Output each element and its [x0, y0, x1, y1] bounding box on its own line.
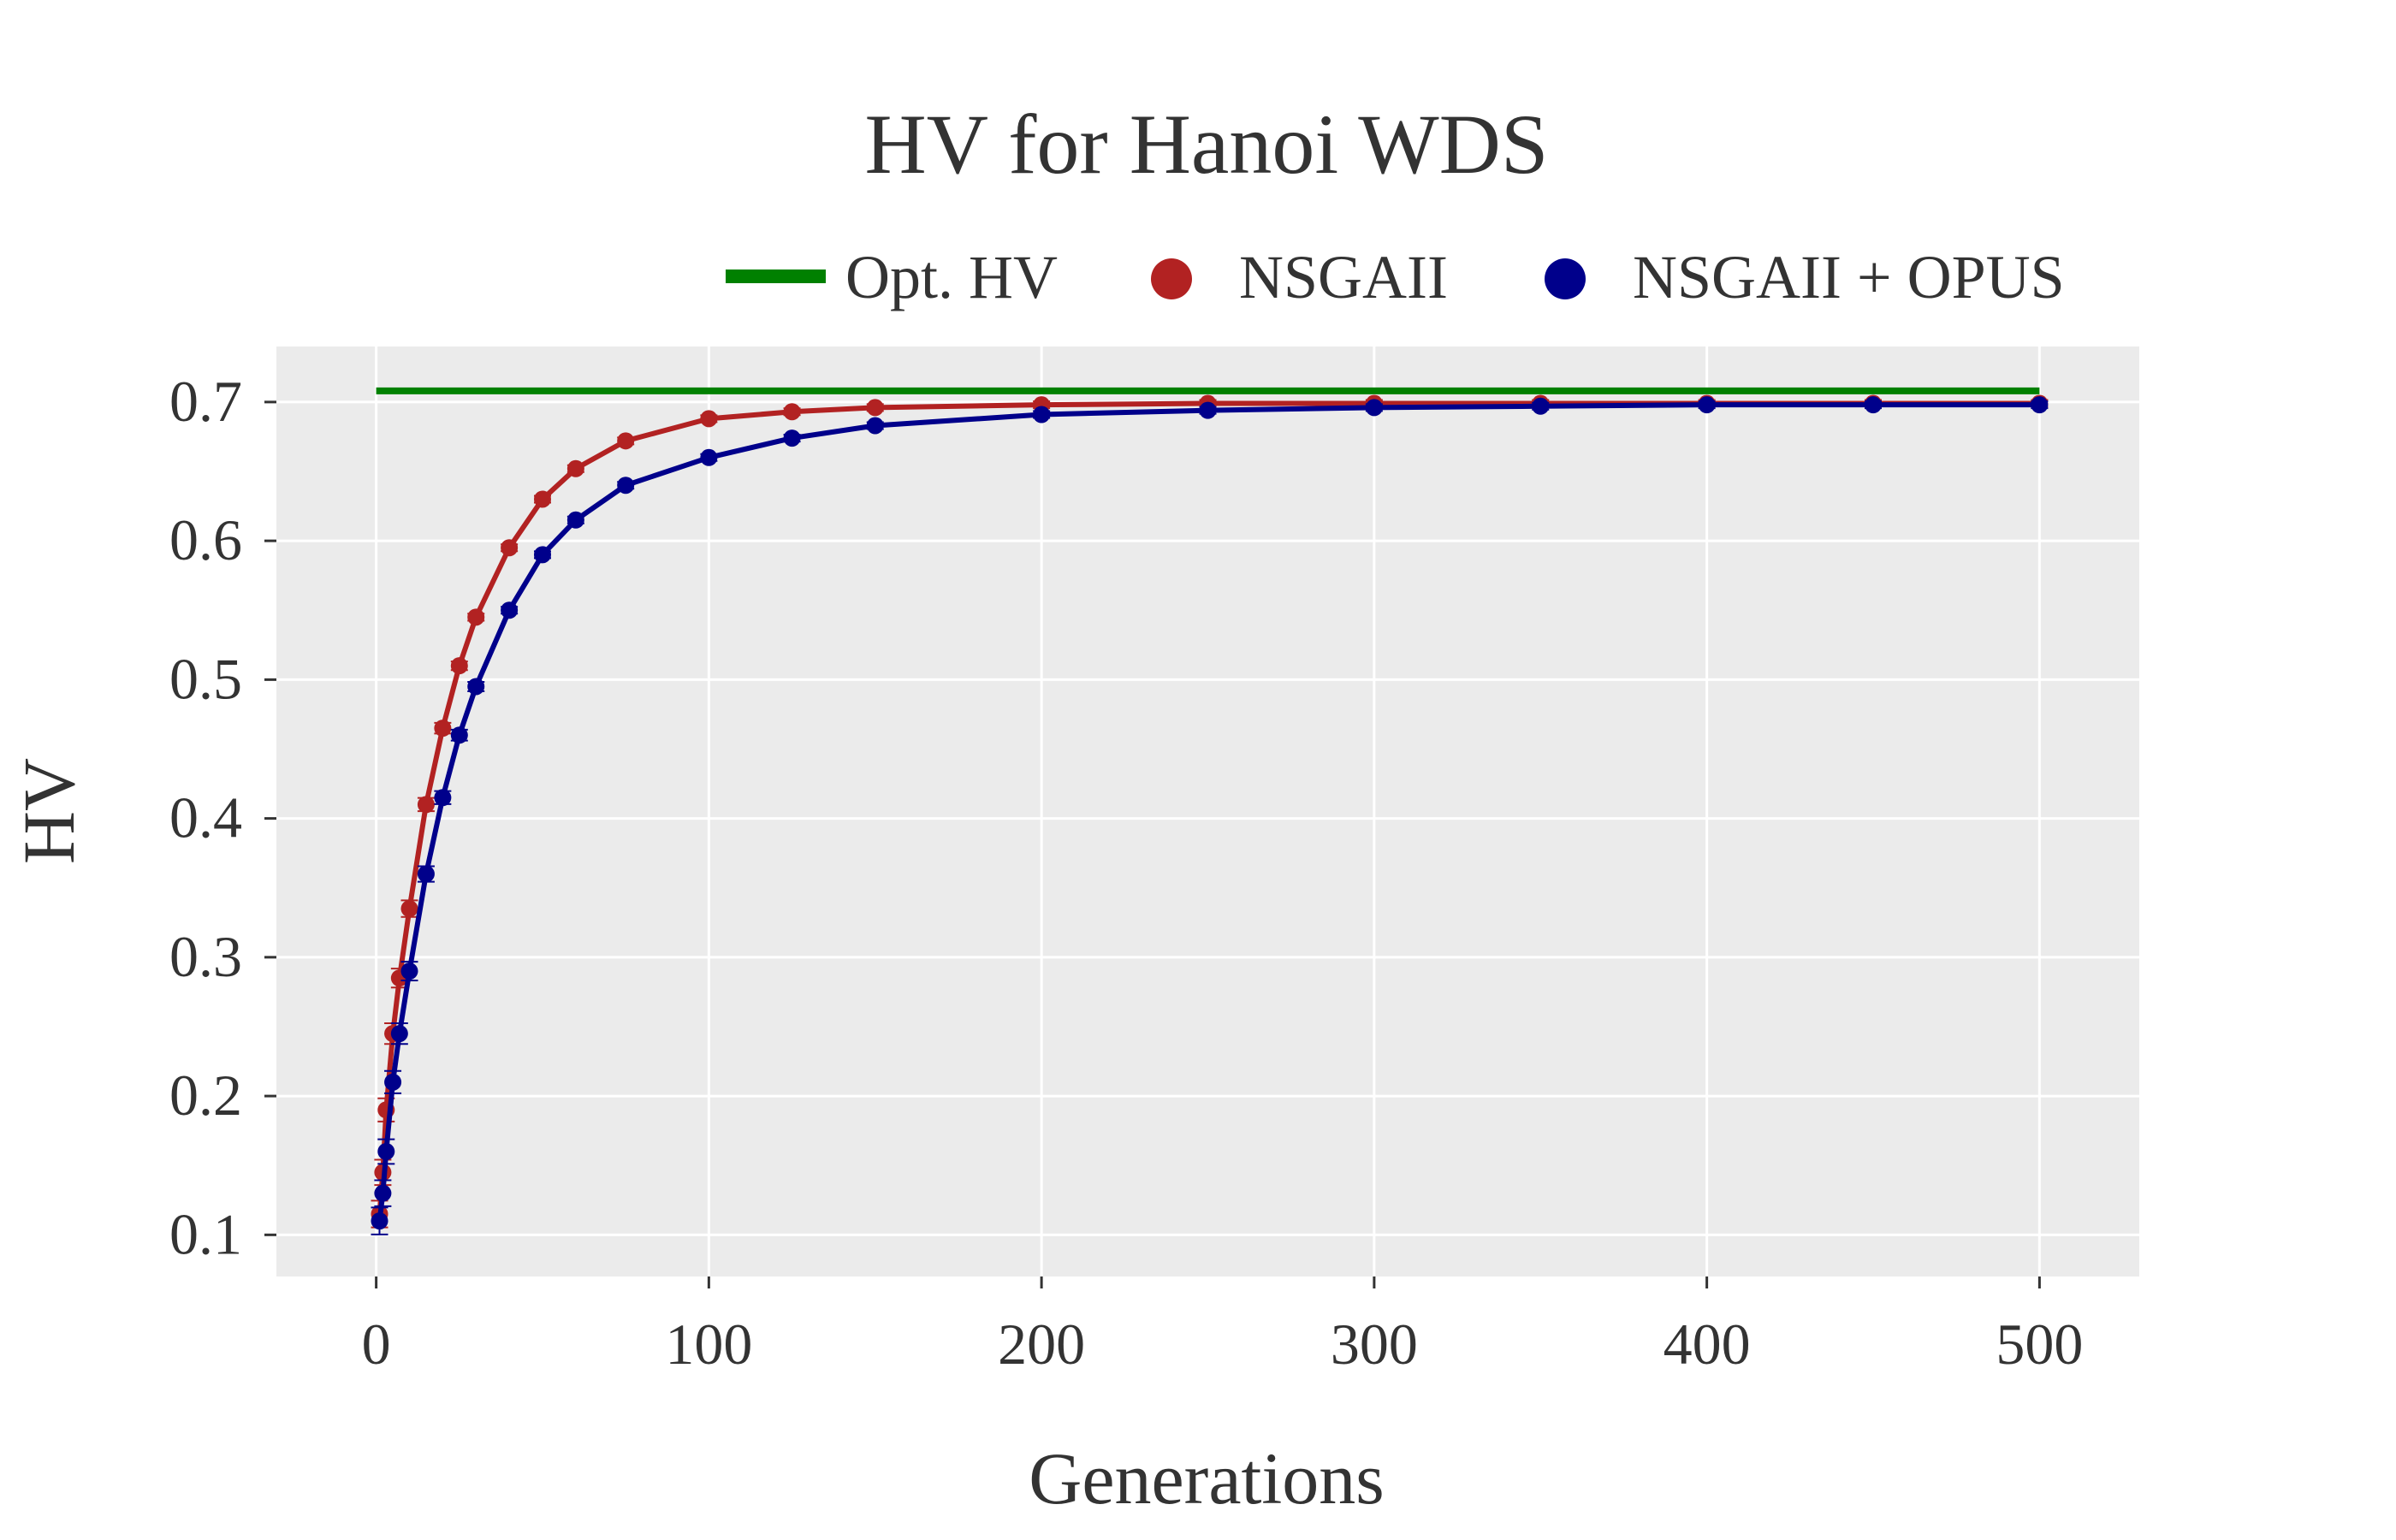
data-point: [534, 490, 551, 508]
x-tick-label: 100: [665, 1312, 752, 1377]
data-point: [434, 789, 452, 807]
y-tick-label: 0.3: [169, 924, 242, 989]
data-point: [700, 448, 718, 466]
legend: Opt. HV NSGAII NSGAII + OPUS: [726, 243, 2065, 311]
x-tick-label: 500: [1996, 1312, 2083, 1377]
data-point: [617, 477, 635, 495]
data-point: [384, 1073, 402, 1091]
x-tick-label: 400: [1664, 1312, 1751, 1377]
data-point: [501, 539, 519, 557]
data-point: [1532, 397, 1550, 415]
data-point: [1033, 406, 1051, 424]
legend-nsgaii-opus-label: NSGAII + OPUS: [1633, 243, 2065, 311]
data-point: [783, 429, 801, 447]
data-point: [566, 511, 584, 529]
plot-area: [276, 346, 2139, 1276]
x-tick-label: 200: [998, 1312, 1085, 1377]
legend-nsgaii-opus-swatch: [1545, 258, 1586, 299]
series-nsgaii-opus: [371, 396, 2049, 1235]
data-point: [390, 1025, 408, 1043]
y-tick-label: 0.7: [169, 369, 242, 434]
x-axis-title: Generations: [1029, 1437, 1385, 1519]
y-tick-label: 0.2: [169, 1063, 242, 1128]
data-point: [371, 1212, 388, 1230]
data-point: [417, 796, 435, 814]
data-point: [700, 410, 718, 428]
data-point: [1365, 399, 1383, 417]
data-point: [374, 1184, 392, 1202]
chart-title: HV for Hanoi WDS: [864, 97, 1548, 192]
data-point: [1698, 396, 1716, 414]
data-point: [467, 678, 485, 696]
y-tick-label: 0.4: [169, 785, 242, 850]
data-point: [566, 459, 584, 477]
data-point: [783, 403, 801, 421]
data-point: [450, 657, 468, 675]
y-tick-label: 0.6: [169, 507, 242, 572]
data-point: [617, 432, 635, 450]
data-point: [450, 726, 468, 744]
y-axis: 0.1 0.2 0.3 0.4 0.5 0.6 0.7: [169, 369, 276, 1266]
x-axis: 0 100 200 300 400 500: [362, 1276, 2083, 1377]
series-layer: [371, 394, 2049, 1235]
y-tick-label: 0.5: [169, 646, 242, 711]
legend-nsgaii-label: NSGAII: [1239, 243, 1448, 311]
data-point: [866, 417, 884, 435]
x-tick-label: 0: [362, 1312, 391, 1377]
y-tick-label: 0.1: [169, 1201, 242, 1266]
data-point: [400, 900, 418, 918]
data-point: [434, 720, 452, 737]
data-point: [417, 865, 435, 883]
legend-opt-hv-label: Opt. HV: [845, 243, 1058, 311]
data-point: [866, 399, 884, 417]
data-point: [400, 962, 418, 980]
data-point: [501, 601, 519, 619]
data-point: [1199, 401, 1217, 419]
legend-nsgaii-swatch: [1151, 258, 1192, 299]
data-point: [1865, 396, 1882, 414]
x-tick-label: 300: [1331, 1312, 1418, 1377]
data-point: [2031, 396, 2049, 414]
data-point: [467, 608, 485, 626]
data-point: [534, 546, 551, 564]
data-point: [377, 1142, 395, 1160]
y-axis-title: HV: [8, 758, 90, 864]
